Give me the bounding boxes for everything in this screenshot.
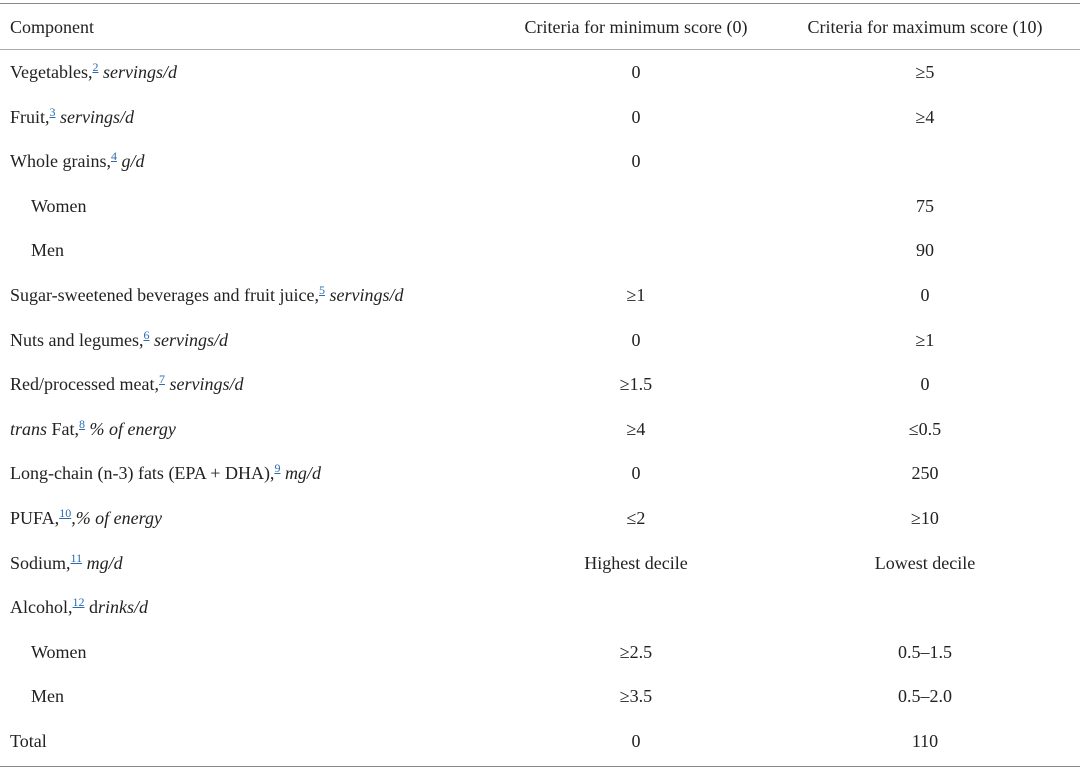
component-text: servings/d	[164, 374, 244, 395]
max-cell: 110	[911, 731, 939, 751]
min-cell: 0	[631, 463, 641, 484]
component-cell: Sugar-sweetened beverages and fruit juic…	[10, 283, 404, 307]
footnote-link[interactable]: 4	[110, 149, 117, 164]
max-cell: ≥5	[915, 62, 935, 82]
component-cell: Red/processed meat,7 servings/d	[10, 372, 243, 396]
component-text: Fat,	[47, 418, 80, 439]
component-cell: Women	[31, 194, 87, 218]
max-cell: 250	[911, 463, 939, 484]
component-text: servings/d	[149, 329, 228, 350]
min-cell: 0	[631, 731, 641, 751]
footnote-link[interactable]: 12	[72, 595, 85, 610]
min-cell: ≥2.5	[619, 641, 653, 662]
max-cell: ≥1	[915, 329, 935, 350]
footnote-link[interactable]: 5	[319, 283, 326, 297]
header-cell: Criteria for minimum score (0)	[524, 17, 748, 37]
max-cell: ≤0.5	[908, 418, 942, 439]
min-cell: 0	[631, 62, 641, 82]
min-cell: 0	[631, 329, 641, 350]
component-text: ,% of energy	[71, 508, 162, 528]
component-text: % of energy	[85, 418, 176, 439]
component-cell: Men	[31, 238, 64, 262]
component-cell: Total	[10, 729, 47, 753]
footnote-link[interactable]: 8	[79, 416, 86, 431]
component-cell: Sodium,11 mg/d	[10, 551, 123, 575]
component-text: Whole grains,	[10, 151, 111, 172]
component-text: mg/d	[82, 552, 123, 573]
top-rule	[0, 3, 1080, 4]
component-text: g/d	[116, 151, 145, 172]
component-text: servings/d	[98, 62, 177, 82]
component-cell: Whole grains,4 g/d	[10, 149, 144, 173]
component-text: Men	[31, 240, 64, 261]
footnote-link[interactable]: 10	[59, 506, 72, 520]
min-cell: Highest decile	[584, 552, 688, 573]
max-cell: ≥10	[911, 508, 939, 528]
component-cell: Nuts and legumes,6 servings/d	[10, 328, 228, 352]
footnote-link[interactable]: 2	[92, 60, 99, 74]
component-text: Men	[31, 686, 64, 707]
min-cell: 0	[631, 106, 641, 127]
component-text: Long-chain (n-3) fats (EPA + DHA),	[10, 463, 275, 484]
component-text: servings/d	[55, 106, 135, 127]
max-cell: ≥4	[915, 106, 935, 127]
component-cell: Alcohol,12 drinks/d	[10, 595, 148, 619]
component-cell: trans Fat,8 % of energy	[10, 417, 176, 441]
header-cell: Component	[10, 17, 94, 37]
min-cell: ≥3.5	[619, 686, 653, 707]
component-text: Sodium,	[10, 552, 71, 573]
footnote-link[interactable]: 7	[158, 372, 165, 387]
component-text: Nuts and legumes,	[10, 329, 144, 350]
min-cell: 0	[631, 151, 641, 172]
max-cell: 90	[916, 240, 934, 261]
component-cell: Vegetables,2 servings/d	[10, 60, 177, 84]
min-cell: ≥1	[626, 285, 646, 305]
footnote-link[interactable]: 9	[274, 461, 281, 476]
component-cell: Fruit,3 servings/d	[10, 105, 134, 129]
component-text: servings/d	[325, 285, 404, 305]
header-rule	[0, 49, 1080, 50]
min-cell: ≥4	[626, 418, 646, 439]
component-text: Fruit,	[10, 106, 50, 127]
component-text: rinks/d	[98, 597, 149, 618]
bottom-rule	[0, 766, 1080, 767]
component-text: Red/processed meat,	[10, 374, 159, 395]
component-text: Women	[31, 195, 87, 216]
component-cell: Women	[31, 640, 87, 664]
component-text: Sugar-sweetened beverages and fruit juic…	[10, 285, 320, 305]
max-cell: 0.5–2.0	[898, 686, 952, 707]
max-cell: 0	[920, 285, 930, 305]
component-cell: Long-chain (n-3) fats (EPA + DHA),9 mg/d	[10, 461, 321, 485]
footnote-link[interactable]: 3	[49, 104, 56, 119]
max-cell: Lowest decile	[874, 552, 976, 573]
component-text: Women	[31, 641, 87, 662]
component-cell: PUFA,10,% of energy	[10, 506, 162, 530]
component-text: mg/d	[280, 463, 321, 484]
component-text: PUFA,	[10, 508, 60, 528]
header-cell: Criteria for maximum score (10)	[807, 17, 1043, 37]
component-text: trans	[10, 418, 48, 439]
component-text: d	[84, 597, 98, 618]
component-text: Alcohol,	[10, 597, 73, 618]
max-cell: 0	[920, 374, 930, 395]
max-cell: 75	[916, 195, 934, 216]
component-text: Vegetables,	[10, 62, 93, 82]
footnote-link[interactable]: 11	[70, 550, 83, 565]
footnote-link[interactable]: 6	[143, 327, 150, 342]
min-cell: ≤2	[626, 508, 646, 528]
component-text: Total	[10, 731, 47, 751]
min-cell: ≥1.5	[619, 374, 653, 395]
component-cell: Men	[31, 684, 64, 708]
max-cell: 0.5–1.5	[898, 641, 952, 662]
